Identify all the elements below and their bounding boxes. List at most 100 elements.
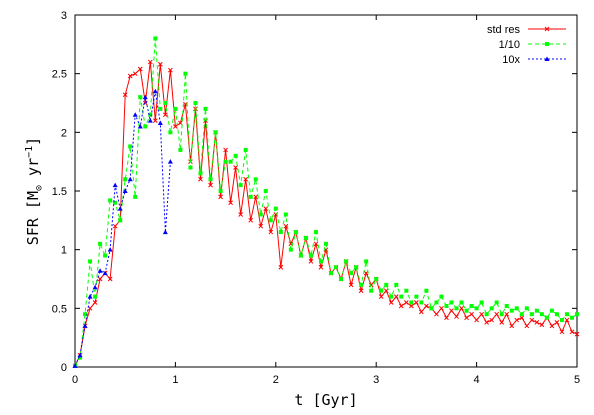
y-axis-label-close: ] <box>24 137 42 146</box>
data-point <box>268 218 273 223</box>
data-point-stroke <box>348 282 354 288</box>
y-axis-label: SFR [M⊙ yr−1] <box>24 137 45 245</box>
data-point <box>454 314 459 319</box>
ticks-layer: 0 1 2 3 4 5 0 0.5 1 1.5 2 2.5 3 <box>52 10 580 386</box>
series-2 <box>72 88 173 368</box>
data-point <box>479 311 484 317</box>
data-point <box>349 271 354 276</box>
data-point <box>168 67 173 73</box>
data-point <box>344 259 349 264</box>
data-point <box>142 94 148 100</box>
legend-label: 10x <box>502 54 520 66</box>
data-point <box>529 312 534 317</box>
data-point-stroke <box>318 264 324 270</box>
legend-swatch-marker <box>545 42 549 46</box>
data-point <box>454 306 459 311</box>
data-point-stroke <box>228 200 233 206</box>
data-point-stroke <box>449 308 454 314</box>
data-point <box>359 282 364 287</box>
data-point <box>444 315 449 321</box>
data-point-stroke <box>152 118 158 123</box>
data-point-stroke <box>569 329 575 335</box>
data-point <box>514 317 520 323</box>
data-point <box>97 276 103 282</box>
data-point <box>509 323 515 329</box>
data-point <box>334 265 339 270</box>
data-point-stroke <box>308 259 314 264</box>
data-point <box>519 315 525 321</box>
data-point <box>494 300 499 305</box>
data-point <box>163 112 168 118</box>
data-point <box>83 312 88 317</box>
data-point <box>107 247 113 252</box>
data-point-stroke <box>484 320 489 325</box>
data-point <box>137 66 143 72</box>
x-tick-label: 1 <box>172 374 178 386</box>
data-point-stroke <box>127 73 133 79</box>
data-point <box>389 294 394 299</box>
data-point-stroke <box>163 112 168 118</box>
data-point-stroke <box>323 247 329 253</box>
data-point <box>398 303 404 309</box>
data-point-stroke <box>238 212 244 217</box>
data-point <box>218 194 223 200</box>
x-tick-label: 2 <box>273 374 279 386</box>
data-point-stroke <box>464 315 469 321</box>
data-point-stroke <box>554 320 560 325</box>
data-point-stroke <box>122 92 128 98</box>
data-point-stroke <box>208 182 213 188</box>
data-point <box>243 147 248 152</box>
data-point <box>469 303 474 308</box>
y-axis-label-main: SFR [M <box>24 191 42 245</box>
data-point-stroke <box>469 311 474 317</box>
data-point <box>549 323 555 329</box>
data-point <box>539 322 545 328</box>
data-point <box>514 306 519 311</box>
data-point <box>384 282 389 287</box>
data-point <box>178 120 183 126</box>
data-point <box>107 276 113 282</box>
x-tick-label: 0 <box>72 374 78 386</box>
data-point-stroke <box>243 176 249 182</box>
data-point-stroke <box>439 305 444 311</box>
y-axis-label-superscript: −1 <box>24 146 35 158</box>
data-point <box>434 311 439 317</box>
x-tick-label: 4 <box>474 374 480 386</box>
data-point <box>103 253 108 258</box>
data-point <box>559 318 564 323</box>
data-point-stroke <box>198 176 203 182</box>
data-point-stroke <box>403 300 409 305</box>
data-point-stroke <box>494 311 500 317</box>
data-point <box>469 311 474 317</box>
data-point <box>504 303 509 308</box>
y-tick-label: 2.5 <box>52 69 67 81</box>
data-point <box>559 329 565 335</box>
data-point <box>198 171 203 176</box>
data-point <box>484 312 489 317</box>
data-point <box>569 329 575 335</box>
y-tick-label: 1.5 <box>52 186 67 198</box>
data-point-stroke <box>97 276 103 282</box>
data-point-stroke <box>248 217 254 223</box>
series-1 <box>73 36 579 368</box>
data-point <box>157 61 163 67</box>
data-point-stroke <box>313 241 319 247</box>
data-point-stroke <box>564 317 570 323</box>
data-point <box>484 320 489 325</box>
data-point-stroke <box>283 223 289 229</box>
data-point <box>329 271 334 276</box>
data-point-stroke <box>444 315 449 321</box>
data-point <box>444 303 449 308</box>
data-point <box>408 303 414 309</box>
data-point-stroke <box>378 294 384 299</box>
y-tick-label: 3 <box>61 10 67 22</box>
data-point <box>88 259 93 264</box>
data-point <box>354 265 359 270</box>
data-point <box>123 177 128 182</box>
data-point <box>489 306 494 311</box>
legend-swatch-marker <box>544 26 550 32</box>
data-point-stroke <box>223 147 228 153</box>
data-point <box>419 309 424 315</box>
data-point-stroke <box>183 101 188 107</box>
